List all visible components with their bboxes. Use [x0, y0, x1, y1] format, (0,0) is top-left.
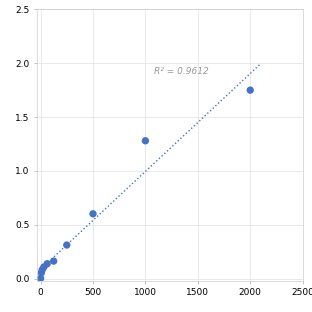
Text: R² = 0.9612: R² = 0.9612 [154, 67, 208, 76]
Point [143, 138, 148, 143]
Point [248, 88, 253, 93]
Point [45, 261, 50, 266]
Point [64, 242, 69, 247]
Point [51, 259, 56, 264]
Point [41, 265, 46, 270]
Point [39, 270, 44, 275]
Point [40, 267, 45, 272]
Point [90, 211, 95, 216]
Point [38, 276, 43, 281]
